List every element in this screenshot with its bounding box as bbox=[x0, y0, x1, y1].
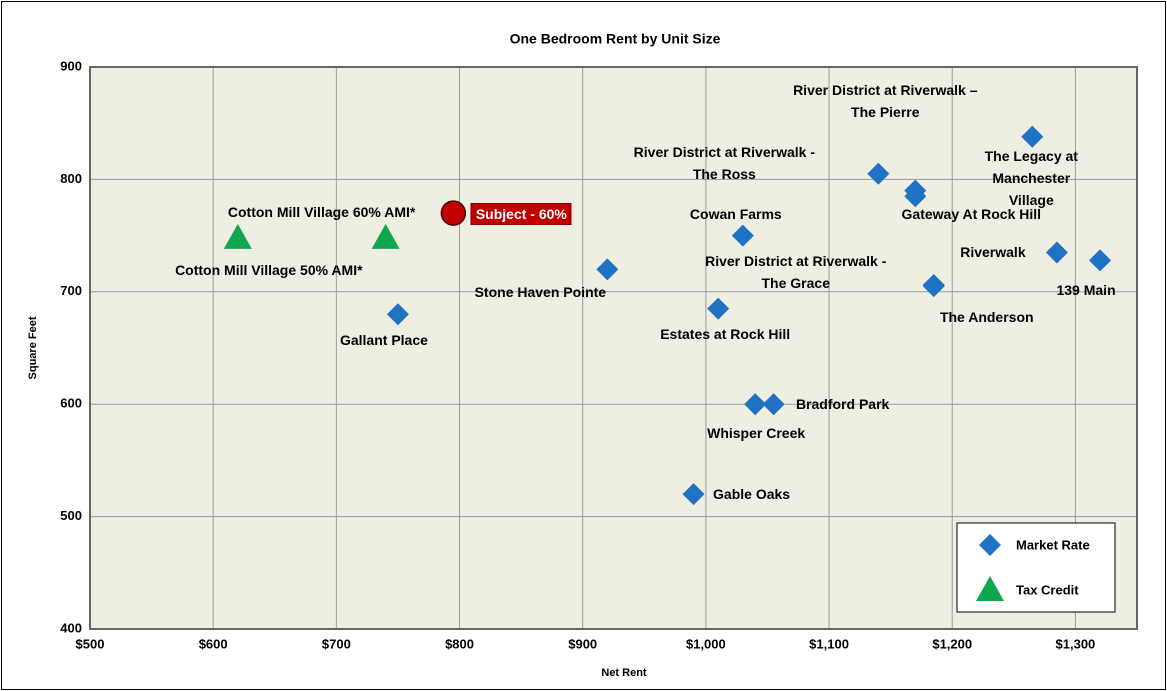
x-tick-label: $800 bbox=[445, 636, 474, 651]
data-label: Subject - 60% bbox=[470, 203, 572, 226]
data-label: Bradford Park bbox=[795, 396, 890, 413]
x-tick-label: $500 bbox=[76, 636, 105, 651]
x-axis-label: Net Rent bbox=[601, 667, 647, 679]
data-label: The Legacy at Manchester Village bbox=[984, 147, 1078, 208]
data-label: Estates at Rock Hill bbox=[660, 325, 791, 342]
y-tick-label: 800 bbox=[60, 171, 82, 186]
data-point bbox=[682, 483, 705, 506]
data-label: Cotton Mill Village 60% AMI* bbox=[227, 203, 416, 220]
data-point bbox=[1045, 241, 1068, 264]
data-label: Cotton Mill Village 50% AMI* bbox=[175, 261, 363, 278]
data-point bbox=[223, 223, 252, 249]
data-label: The Anderson bbox=[939, 309, 1034, 326]
data-label: Whisper Creek bbox=[707, 425, 806, 442]
data-point bbox=[762, 393, 785, 416]
data-point bbox=[922, 275, 945, 298]
x-tick-label: $900 bbox=[568, 636, 597, 651]
x-tick-label: $1,200 bbox=[932, 636, 972, 651]
data-point bbox=[867, 162, 890, 185]
data-label: 139 Main bbox=[1056, 282, 1116, 299]
data-label: Stone Haven Pointe bbox=[474, 284, 607, 301]
data-point bbox=[440, 200, 467, 226]
data-label: River District at Riverwalk - The Ross bbox=[633, 143, 815, 182]
data-point bbox=[596, 258, 619, 281]
plot-border bbox=[89, 66, 1138, 630]
data-point bbox=[731, 224, 754, 247]
data-point bbox=[371, 223, 400, 249]
x-tick-label: $1,100 bbox=[809, 636, 849, 651]
y-tick-label: 600 bbox=[60, 396, 82, 411]
data-point bbox=[1089, 249, 1112, 272]
data-point bbox=[1021, 125, 1044, 148]
data-point bbox=[386, 303, 409, 326]
x-tick-label: $700 bbox=[322, 636, 351, 651]
legend-marker bbox=[979, 534, 1001, 556]
chart-title: One Bedroom Rent by Unit Size bbox=[510, 31, 721, 47]
x-tick-label: $1,300 bbox=[1056, 636, 1096, 651]
data-label: Gallant Place bbox=[339, 332, 428, 349]
y-tick-label: 700 bbox=[60, 283, 82, 298]
data-point bbox=[707, 297, 730, 320]
y-tick-label: 500 bbox=[60, 508, 82, 523]
y-tick-label: 900 bbox=[60, 58, 82, 73]
legend-label: Market Rate bbox=[1016, 537, 1090, 552]
data-label: River District at Riverwalk – The Pierre bbox=[793, 81, 978, 120]
data-label: Riverwalk bbox=[960, 244, 1026, 261]
data-point bbox=[744, 393, 767, 416]
y-axis-label: Square Feet bbox=[27, 316, 39, 379]
legend-marker bbox=[976, 576, 1004, 601]
data-label: Cowan Farms bbox=[689, 205, 782, 222]
x-tick-label: $600 bbox=[199, 636, 228, 651]
x-tick-label: $1,000 bbox=[686, 636, 726, 651]
legend-label: Tax Credit bbox=[1016, 582, 1079, 597]
data-label: Gable Oaks bbox=[713, 486, 791, 503]
data-label: Gateway At Rock Hill bbox=[901, 206, 1042, 223]
data-label: River District at Riverwalk - The Grace bbox=[705, 253, 887, 292]
data-point bbox=[904, 185, 927, 208]
y-tick-label: 400 bbox=[60, 620, 82, 635]
